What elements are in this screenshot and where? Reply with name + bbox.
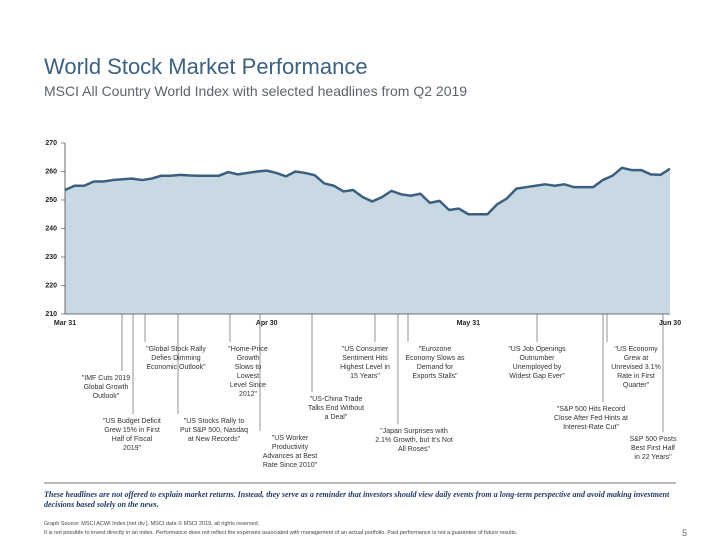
y-tick-label: 240	[45, 225, 57, 232]
source: Graph Source: MSCI ACWI Index [net div.]…	[44, 521, 260, 527]
headline: "US Job Openings Outnumber Unemployed by…	[508, 346, 566, 380]
y-tick-label: 270	[45, 140, 57, 147]
chart-subtitle: MSCI All Country World Index with select…	[44, 83, 468, 99]
headline: "US Budget Deficit Grew 15% in First Hal…	[103, 418, 161, 452]
headline: "US Worker Productivity Advances at Best…	[262, 435, 318, 469]
headline: "US-China Trade Talks End Without a Deal…	[307, 396, 365, 421]
headline: "Eurozone Economy Slows as Demand for Ex…	[405, 346, 465, 380]
y-tick-label: 260	[45, 168, 57, 175]
x-tick-label: May 31	[457, 320, 480, 327]
y-tick-label: 250	[45, 197, 57, 204]
x-tick-label: Mar 31	[54, 320, 76, 327]
line	[64, 166, 671, 216]
note: These headlines are not offered to expla…	[44, 490, 670, 509]
y-tick-label: 220	[45, 282, 57, 289]
headline: "US Stocks Rally to Put S&P 500, Nasdaq …	[180, 418, 248, 443]
headline: "IMF Cuts 2019 Global Growth Outlook"	[81, 375, 131, 400]
headline: "US Economy Grew at Unrevised 3.1% Rate …	[611, 346, 661, 389]
x-tick-label: Apr 30	[256, 320, 278, 327]
headline: "Home-Price Growth Slows to Lowest Level…	[228, 346, 268, 398]
y-tick-label: 230	[45, 254, 57, 261]
headline: "S&P 500 Hits Record Close After Fed Hin…	[554, 406, 628, 431]
x-tick-label: Jun 30	[659, 320, 681, 327]
chart-title: World Stock Market Performance	[44, 54, 368, 79]
y-tick-label: 210	[45, 311, 57, 318]
headline: "US Consumer Sentiment Hits Highest Leve…	[340, 346, 390, 380]
headline: "Japan Surprises with 2.1% Growth, but I…	[375, 428, 453, 453]
area	[65, 167, 670, 314]
page-number: 5	[682, 528, 688, 538]
headline: "Global Stock Rally Defies Dimming Econo…	[146, 346, 206, 371]
headline: S&P 500 Posts Best First Half in 22 Year…	[629, 436, 677, 461]
disclaimer: It is not possible to invest directly in…	[44, 530, 518, 536]
